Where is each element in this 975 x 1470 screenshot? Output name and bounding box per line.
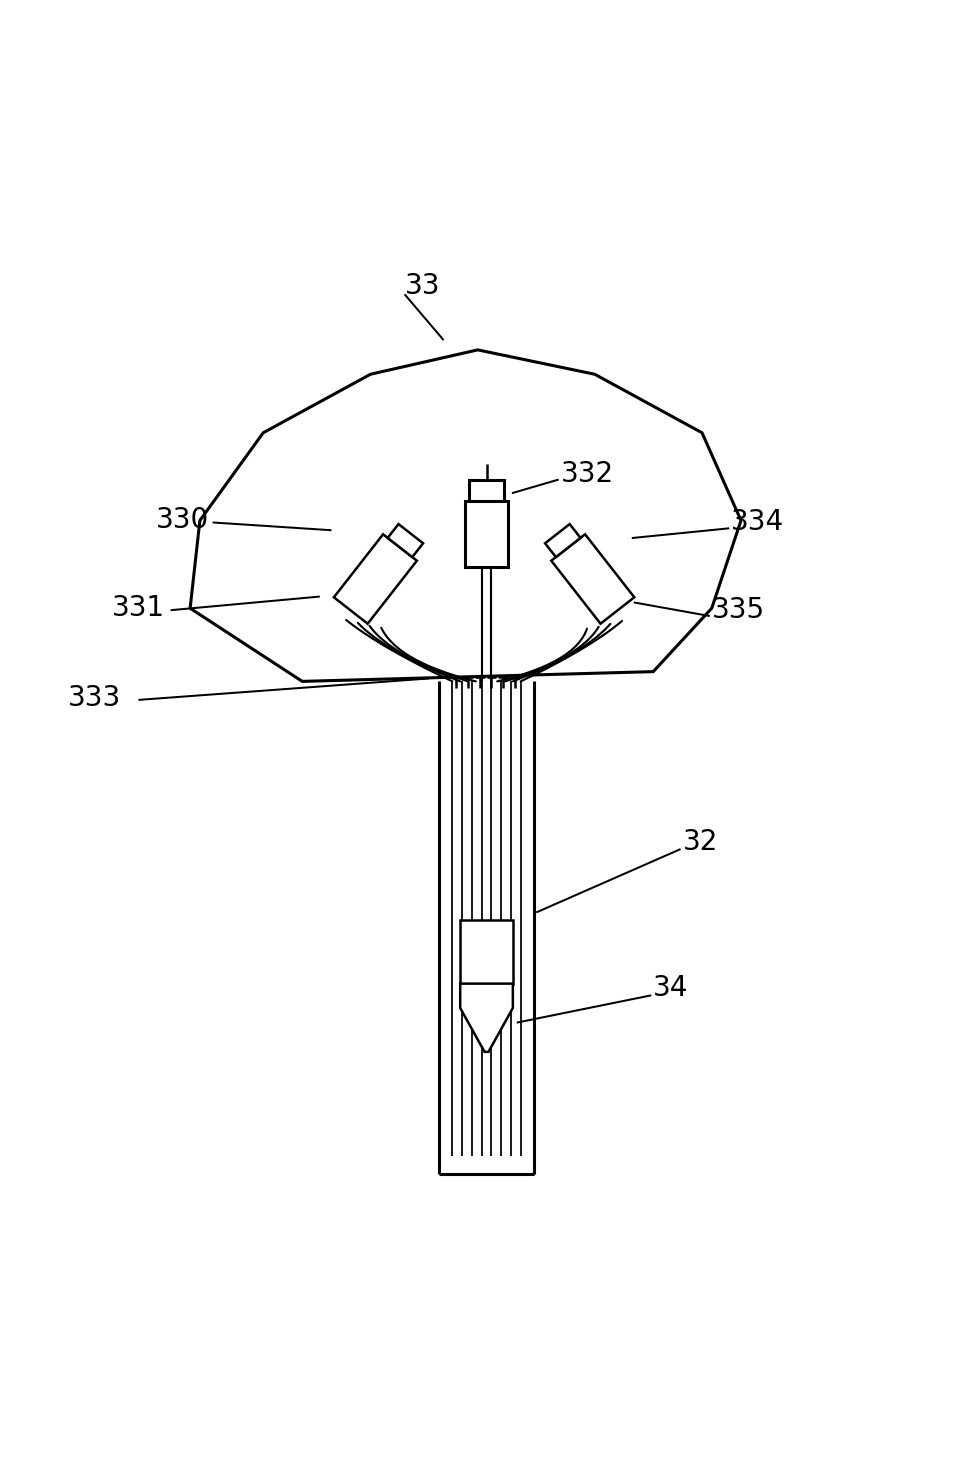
Text: 32: 32 — [682, 828, 718, 856]
Polygon shape — [190, 350, 741, 682]
Text: 334: 334 — [731, 509, 784, 537]
Text: 330: 330 — [156, 507, 210, 535]
Text: 333: 333 — [68, 684, 122, 711]
Text: 331: 331 — [112, 594, 165, 622]
Polygon shape — [551, 534, 635, 623]
Text: 33: 33 — [405, 272, 440, 300]
Bar — [460, 920, 513, 983]
Polygon shape — [460, 983, 513, 1053]
Bar — [469, 479, 504, 501]
Polygon shape — [333, 534, 417, 623]
Text: 34: 34 — [653, 975, 688, 1003]
Polygon shape — [545, 525, 580, 557]
Text: 332: 332 — [561, 460, 613, 488]
Bar — [465, 501, 508, 567]
Text: 335: 335 — [712, 597, 764, 625]
Polygon shape — [388, 525, 423, 557]
